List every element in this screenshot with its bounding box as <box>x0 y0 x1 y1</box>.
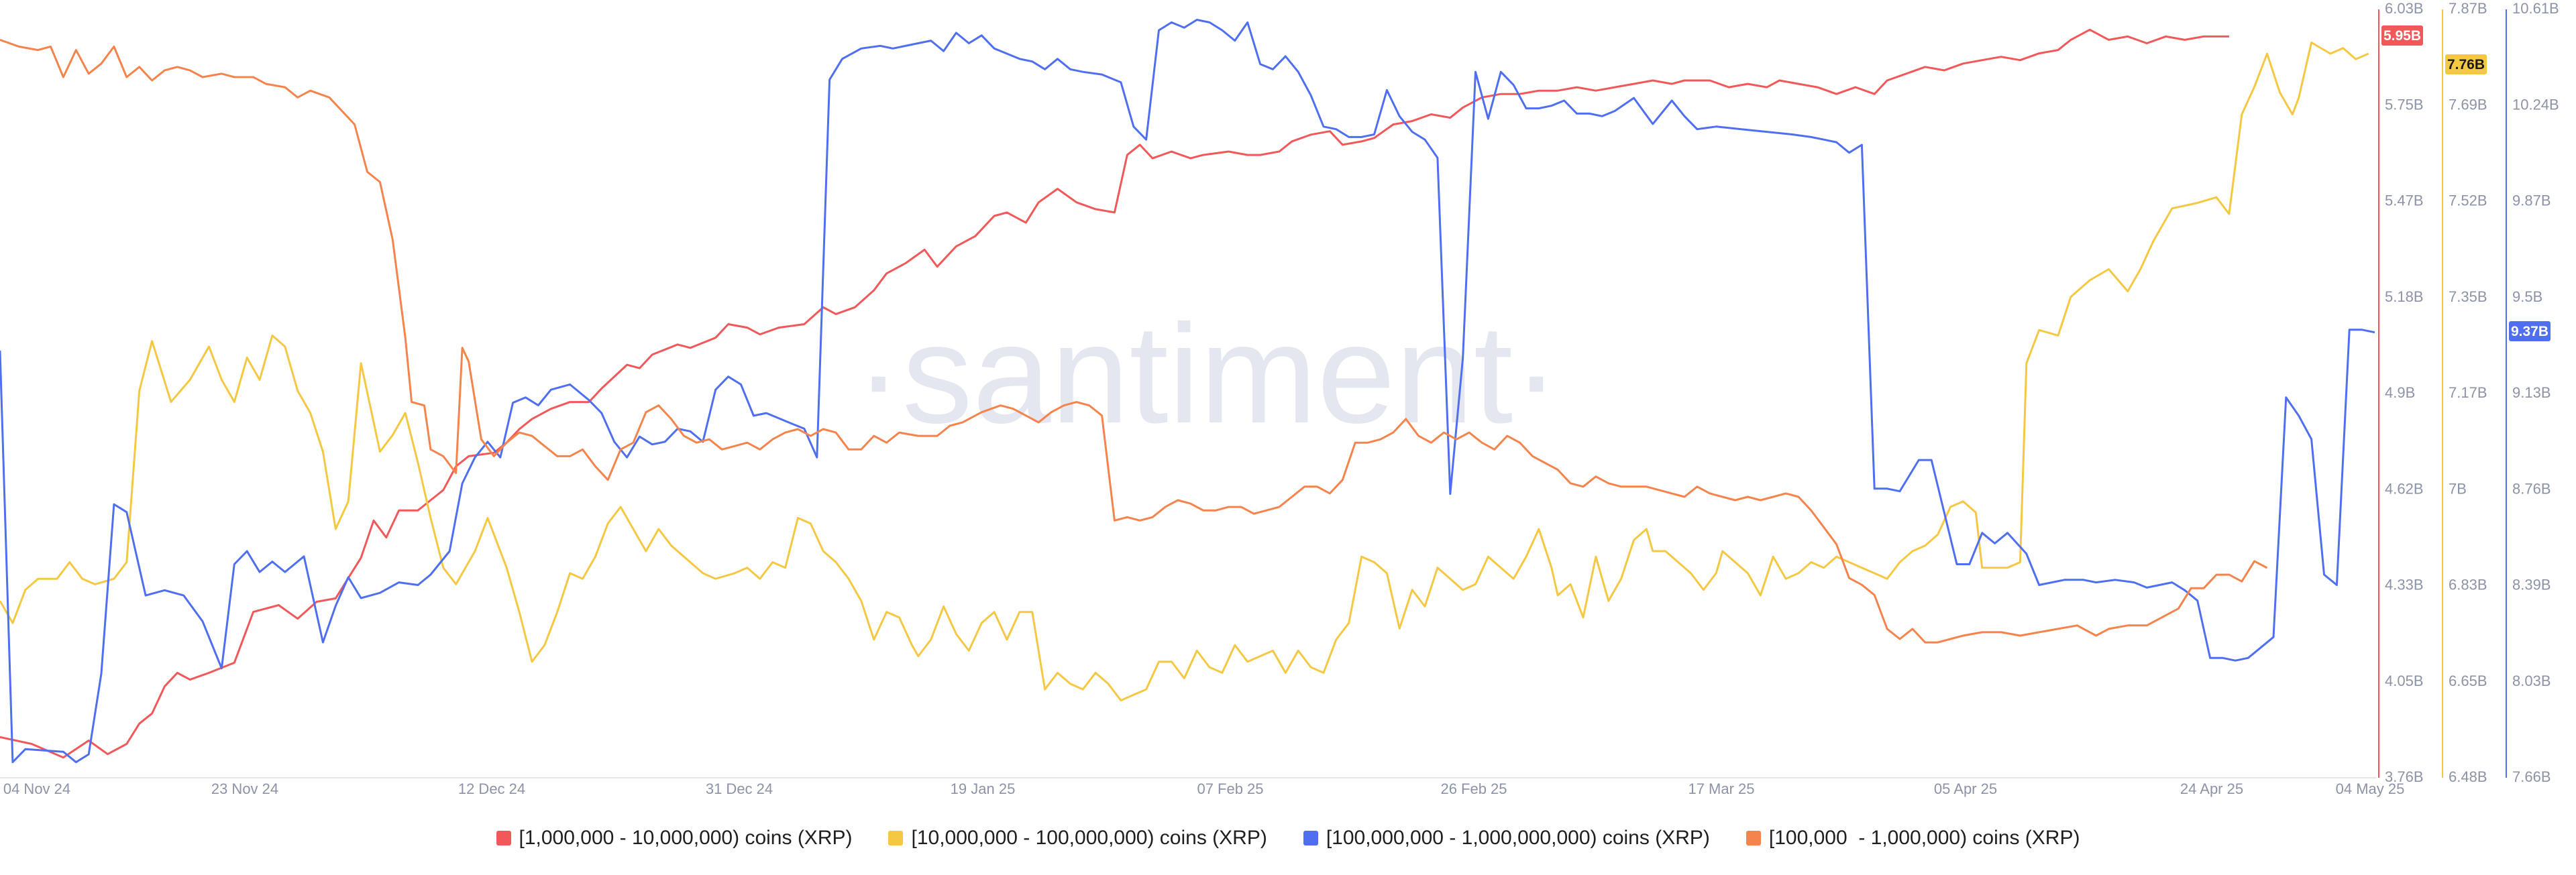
y-tick-label-yellow: 6.65B <box>2449 673 2487 689</box>
y-tick-label-blue: 10.61B <box>2512 0 2559 17</box>
watermark: ·santiment· <box>855 295 1560 453</box>
legend-swatch <box>1303 831 1318 845</box>
last-value-badge-yellow <box>2445 54 2487 74</box>
y-tick-label-red: 4.05B <box>2385 673 2424 689</box>
y-tick-label-red: 4.62B <box>2385 480 2424 497</box>
last-value-label-yellow: 7.76B <box>2447 57 2485 72</box>
legend: [1,000,000 - 10,000,000) coins (XRP) [10,… <box>0 823 2576 853</box>
legend-swatch <box>888 831 904 845</box>
y-tick-label-yellow: 7.35B <box>2449 288 2487 305</box>
legend-item[interactable]: [100,000,000 - 1,000,000,000) coins (XRP… <box>1303 827 1710 850</box>
y-tick-label-blue: 7.66B <box>2512 768 2551 785</box>
x-tick-label: 07 Feb 25 <box>1197 780 1263 797</box>
y-tick-label-red: 4.33B <box>2385 577 2424 593</box>
y-tick-label-yellow: 7.69B <box>2449 96 2487 113</box>
y-tick-label-red: 4.9B <box>2385 384 2415 401</box>
y-tick-label-yellow: 6.48B <box>2449 768 2487 785</box>
y-tick-label-red: 3.76B <box>2385 768 2424 785</box>
y-tick-label-blue: 9.5B <box>2512 288 2542 305</box>
legend-label: [100,000 - 1,000,000) coins (XRP) <box>1768 827 2080 849</box>
legend-label: [10,000,000 - 100,000,000) coins (XRP) <box>911 827 1267 849</box>
x-tick-label: 04 Nov 24 <box>3 780 70 797</box>
legend-swatch <box>496 831 511 845</box>
legend-swatch <box>1746 831 1761 845</box>
x-tick-label: 23 Nov 24 <box>211 780 278 797</box>
y-tick-label-blue: 8.76B <box>2512 480 2551 497</box>
last-value-badges: 5.95B 7.76B 9.37B <box>2381 25 2551 341</box>
y-tick-label-yellow: 7.87B <box>2449 0 2487 17</box>
y-tick-label-yellow: 7.17B <box>2449 384 2487 401</box>
legend-item[interactable]: [100,000 - 1,000,000) coins (XRP) <box>1746 827 2080 850</box>
y-tick-label-yellow: 7.52B <box>2449 192 2487 209</box>
x-tick-label: 17 Mar 25 <box>1688 780 1754 797</box>
last-value-label-blue: 9.37B <box>2511 324 2548 339</box>
x-tick-label: 31 Dec 24 <box>706 780 773 797</box>
legend-item[interactable]: [1,000,000 - 10,000,000) coins (XRP) <box>496 827 853 850</box>
series-line-2 <box>0 42 2369 702</box>
legend-label: [1,000,000 - 10,000,000) coins (XRP) <box>519 827 853 849</box>
series-lines <box>0 19 2375 764</box>
x-tick-label: 19 Jan 25 <box>951 780 1016 797</box>
x-tick-label: 04 May 25 <box>2336 780 2405 797</box>
y-tick-label-blue: 9.13B <box>2512 384 2551 401</box>
last-value-label-red: 5.95B <box>2383 28 2421 44</box>
x-tick-label: 05 Apr 25 <box>1934 780 1997 797</box>
y-tick-label-red: 5.47B <box>2385 192 2424 209</box>
y-tick-label-blue: 8.03B <box>2512 673 2551 689</box>
y-tick-label-red: 6.03B <box>2385 0 2424 17</box>
y-tick-label-blue: 8.39B <box>2512 577 2551 593</box>
x-tick-label: 12 Dec 24 <box>458 780 525 797</box>
legend-item[interactable]: [10,000,000 - 100,000,000) coins (XRP) <box>888 827 1267 850</box>
y-tick-label-blue: 10.24B <box>2512 96 2559 113</box>
y-tick-label-red: 5.18B <box>2385 288 2424 305</box>
last-value-badge-blue <box>2509 321 2551 341</box>
y-tick-label-red: 5.75B <box>2385 96 2424 113</box>
y-axes: 6.03B 5.75B 5.47B 5.18B 4.9B 4.62B 4.33B 4.05B 3… <box>2378 0 2559 785</box>
legend-label: [100,000,000 - 1,000,000,000) coins (XRP… <box>1326 827 1710 849</box>
y-tick-label-blue: 9.87B <box>2512 192 2551 209</box>
x-tick-label: 24 Apr 25 <box>2180 780 2243 797</box>
series-line-1 <box>0 28 2229 759</box>
x-tick-label: 26 Feb 25 <box>1440 780 1507 797</box>
y-tick-label-yellow: 7B <box>2449 480 2467 497</box>
x-axis-ticks: 04 Nov 24 23 Nov 24 12 Dec 24 31 Dec 24 19 J… <box>3 780 2405 797</box>
series-line-4 <box>0 38 2268 644</box>
y-tick-label-yellow: 6.83B <box>2449 577 2487 593</box>
last-value-badge-red <box>2381 25 2423 46</box>
series-line-3 <box>0 19 2375 764</box>
